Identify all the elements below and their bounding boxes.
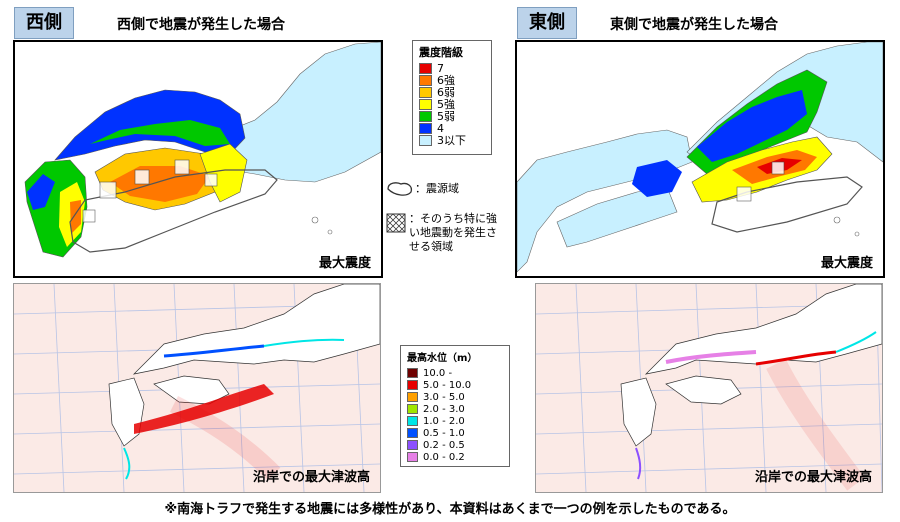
tsunami-swatch [407, 380, 418, 390]
hatched-area-icon [386, 213, 406, 233]
tsunami-legend-label: 0.2 - 0.5 [423, 439, 465, 451]
east-intensity-caption: 最大震度 [816, 251, 877, 272]
tsunami-legend-row: 0.0 - 0.2 [407, 451, 503, 463]
tsunami-swatch [407, 392, 418, 402]
tsunami-legend-row: 0.5 - 1.0 [407, 427, 503, 439]
intensity-legend-row: 7 [419, 61, 485, 75]
intensity-swatch [419, 122, 432, 134]
intensity-legend-row: 6弱 [419, 86, 485, 99]
intensity-legend-label: 7 [437, 61, 444, 75]
tsunami-legend: 最高水位（m） 10.0 -5.0 - 10.0 3.0 - 5.0 2.0 - 3… [400, 345, 510, 467]
intensity-swatch [419, 98, 432, 110]
west-tag: 西側 [14, 7, 74, 39]
intensity-swatch [419, 86, 432, 98]
intensity-swatch [419, 110, 432, 122]
intensity-legend: 震度階級 7 6強 6弱 5強 5弱 4 3以下 [412, 40, 492, 155]
tsunami-legend-label: 5.0 - 10.0 [423, 379, 472, 391]
intensity-legend-label: 3以下 [437, 134, 466, 147]
tsunami-legend-row: 3.0 - 5.0 [407, 391, 503, 403]
east-tsunami-svg [536, 284, 882, 492]
east-intensity-svg [517, 42, 883, 273]
tsunami-legend-title: 最高水位（m） [407, 353, 478, 364]
source-area-outline-icon [387, 182, 413, 196]
source-area-label: ：震源域 [415, 182, 459, 195]
intensity-swatch [419, 134, 432, 146]
west-intensity-caption: 最大震度 [314, 251, 375, 272]
east-tsunami-caption: 沿岸での最大津波高 [754, 470, 872, 485]
east-intensity-map: 最大震度 [515, 40, 885, 278]
tsunami-legend-row: 2.0 - 3.0 [407, 403, 503, 415]
tsunami-swatch [407, 428, 418, 438]
intensity-swatch [419, 62, 432, 74]
tsunami-swatch [407, 368, 418, 378]
source-area-note: ：震源域 [385, 178, 505, 200]
west-tsunami-caption: 沿岸での最大津波高 [252, 470, 370, 485]
tsunami-swatch [407, 416, 418, 426]
west-tsunami-map: 沿岸での最大津波高 [13, 283, 381, 493]
footnote: ※南海トラフで発生する地震には多様性があり、本資料はあくまで一つの例を示したもの… [164, 502, 736, 517]
tsunami-legend-row: 1.0 - 2.0 [407, 415, 503, 427]
tsunami-swatch [407, 452, 418, 462]
tsunami-swatch [407, 440, 418, 450]
tsunami-legend-label: 0.0 - 0.2 [423, 451, 465, 463]
tsunami-legend-label: 10.0 - [423, 367, 453, 379]
intensity-swatch [419, 74, 432, 86]
tsunami-legend-row: 0.2 - 0.5 [407, 439, 503, 451]
east-tag: 東側 [517, 7, 577, 39]
intensity-legend-label: 6強 [437, 74, 455, 87]
strong-area-label: ：そのうち特に強い地震動を発生させる領域 [409, 212, 497, 253]
west-intensity-map: 最大震度 [13, 40, 383, 278]
tsunami-legend-label: 3.0 - 5.0 [423, 391, 465, 403]
strong-area-note: ：そのうち特に強い地震動を発生させる領域 [385, 212, 507, 262]
tsunami-legend-label: 0.5 - 1.0 [423, 427, 465, 439]
intensity-legend-label: 5弱 [437, 110, 455, 123]
tsunami-legend-label: 2.0 - 3.0 [423, 403, 465, 415]
tsunami-legend-row: 5.0 - 10.0 [407, 379, 503, 391]
intensity-legend-label: 5強 [437, 98, 455, 111]
west-tsunami-svg [14, 284, 380, 492]
intensity-legend-row: 5強 [419, 98, 485, 111]
intensity-legend-row: 4 [419, 121, 485, 135]
intensity-legend-row: 5弱 [419, 110, 485, 123]
intensity-legend-label: 6弱 [437, 86, 455, 99]
intensity-legend-row: 6強 [419, 74, 485, 87]
tsunami-swatch [407, 404, 418, 414]
intensity-legend-title: 震度階級 [419, 46, 463, 59]
tsunami-legend-row: 10.0 - [407, 367, 503, 379]
east-tsunami-map: 沿岸での最大津波高 [535, 283, 883, 493]
intensity-legend-label: 4 [437, 121, 444, 135]
tsunami-legend-label: 1.0 - 2.0 [423, 415, 465, 427]
east-title: 東側で地震が発生した場合 [610, 17, 778, 33]
intensity-legend-row: 3以下 [419, 134, 485, 147]
west-title: 西側で地震が発生した場合 [117, 17, 285, 33]
west-intensity-svg [24, 42, 381, 258]
